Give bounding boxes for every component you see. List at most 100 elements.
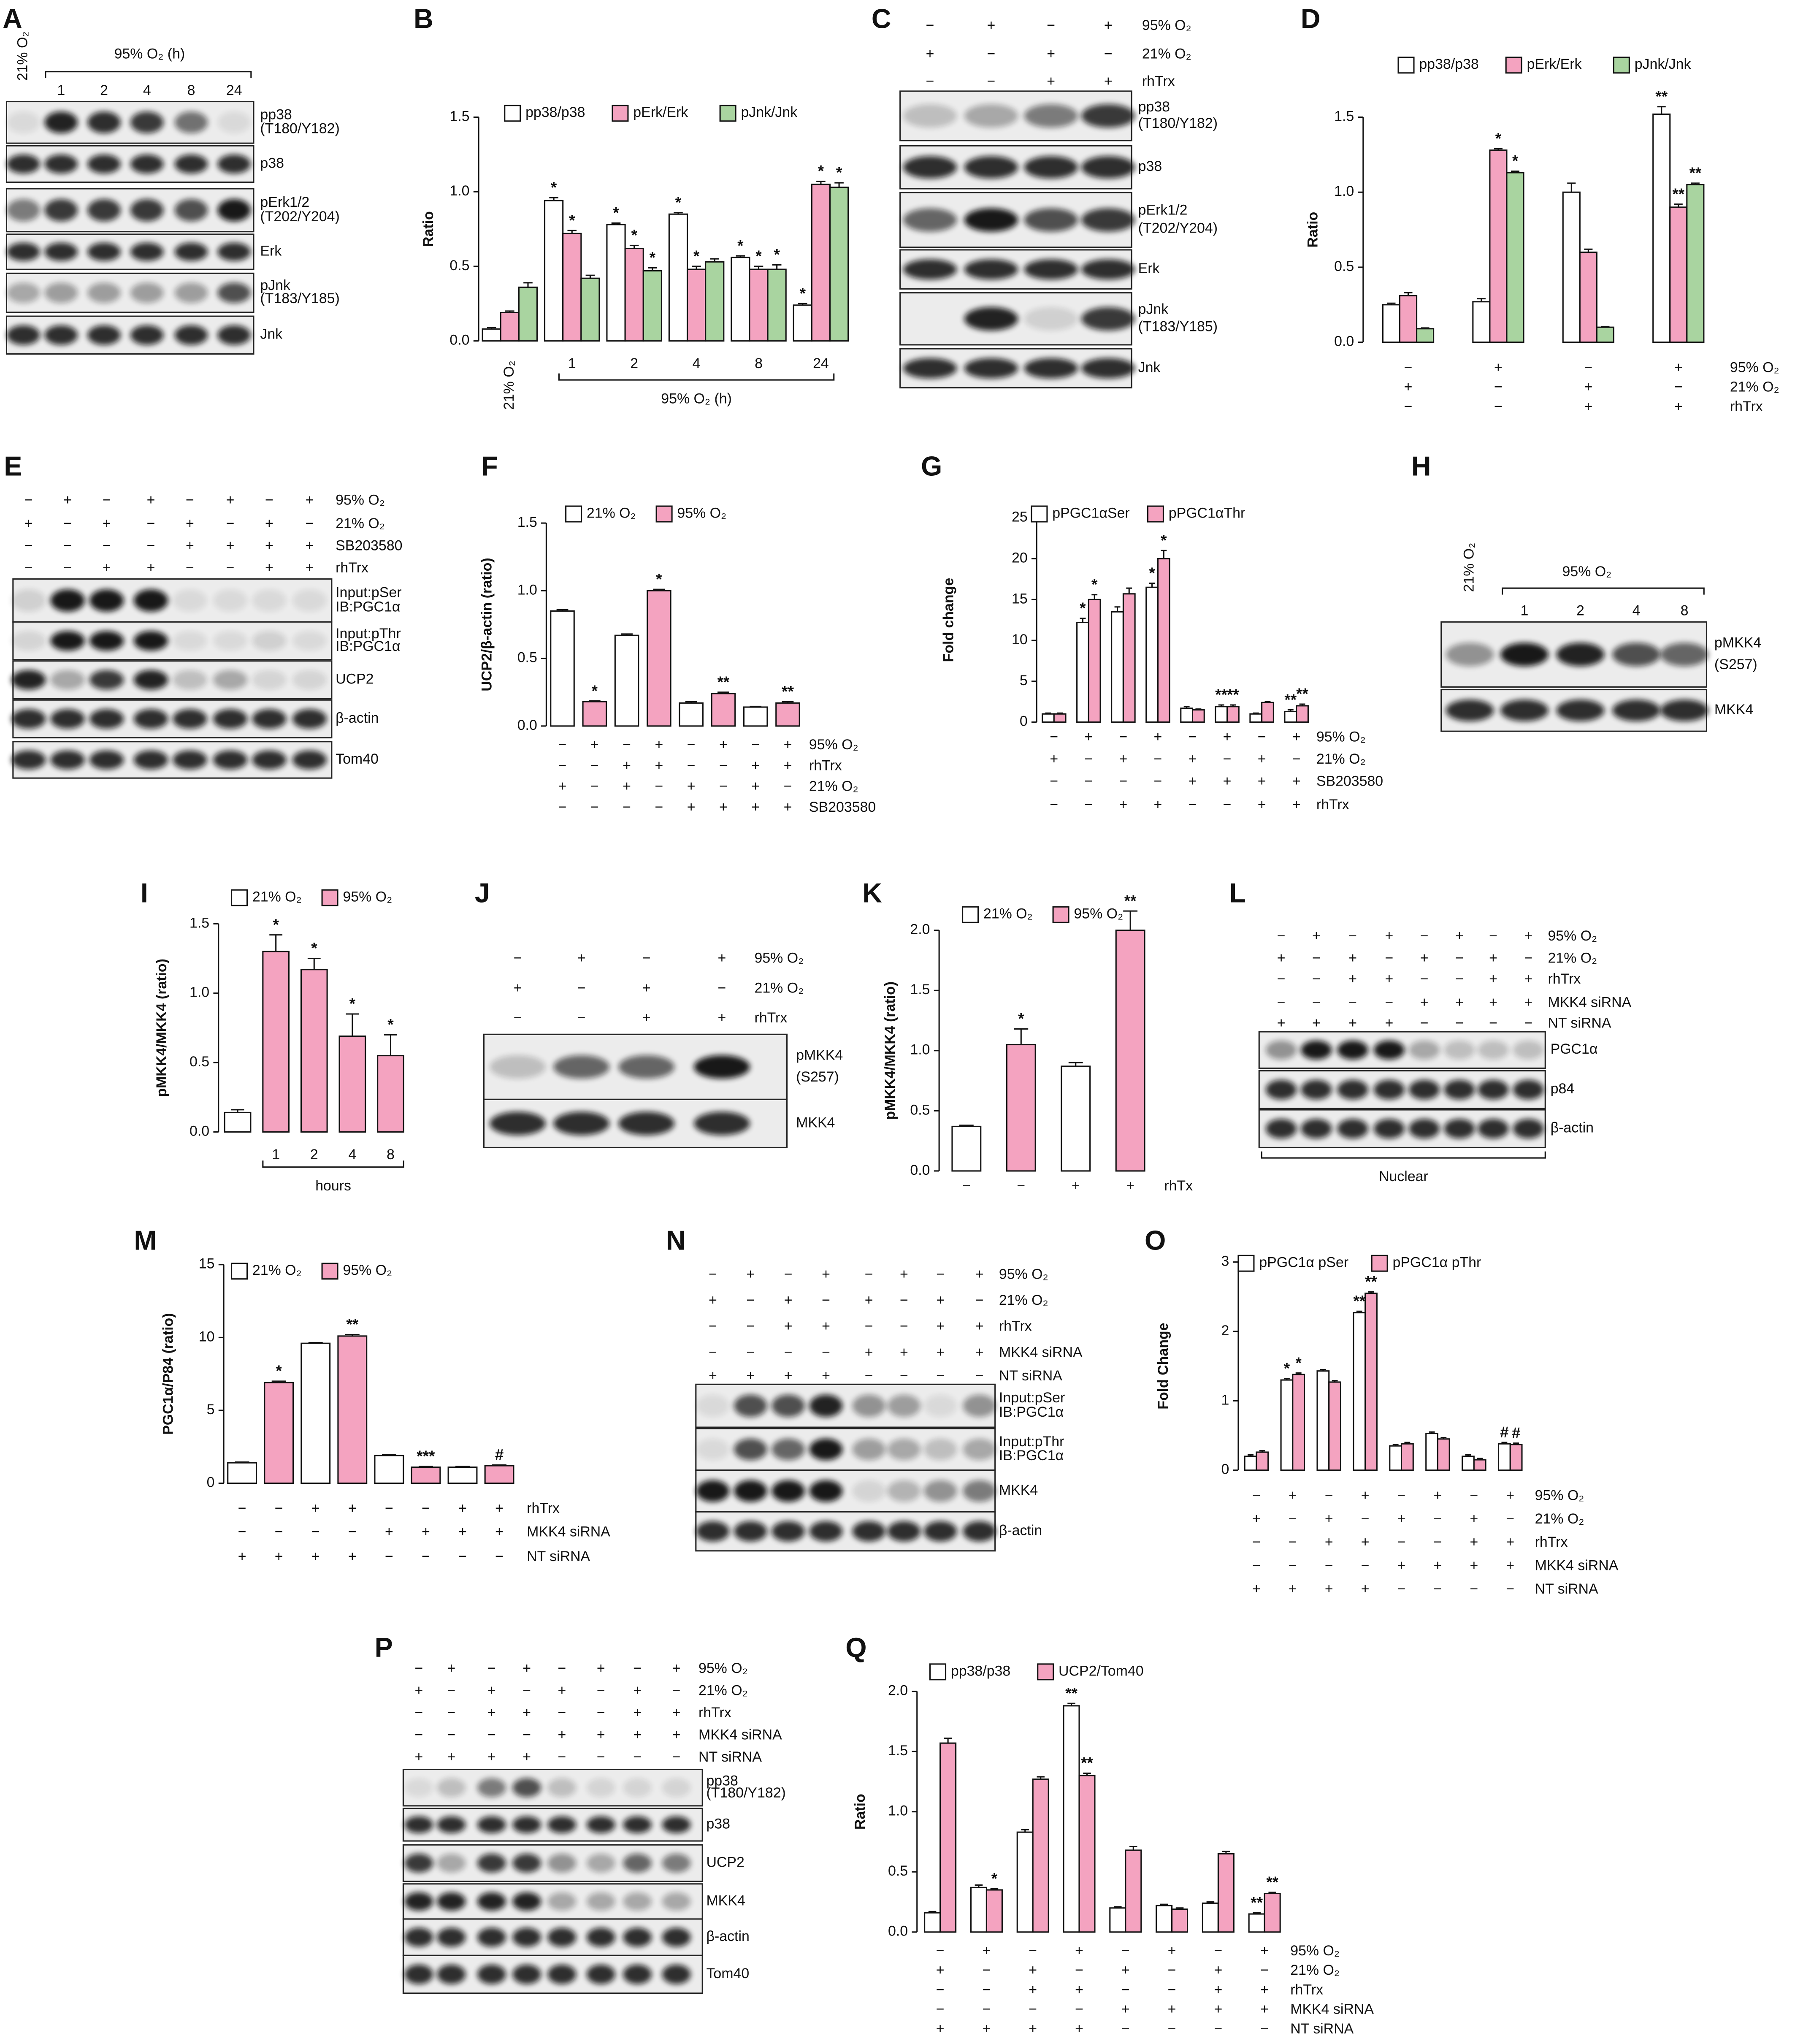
blot-band xyxy=(477,1778,506,1797)
blot-band xyxy=(7,242,40,261)
blot-band xyxy=(586,1778,615,1797)
condition-label: NT siRNA xyxy=(1548,1015,1611,1031)
condition-sign: − xyxy=(1470,1581,1478,1597)
condition-sign: − xyxy=(1119,729,1128,745)
condition-sign: − xyxy=(1434,1511,1442,1527)
y-tick-label: 0.0 xyxy=(1334,333,1354,350)
y-axis-label: Ratio xyxy=(420,211,436,247)
condition-sign: + xyxy=(1674,398,1683,415)
blot-band xyxy=(852,1521,886,1542)
error-bar xyxy=(1149,583,1155,588)
blot-band xyxy=(1556,699,1605,721)
condition-sign: − xyxy=(633,1660,642,1676)
bar xyxy=(1437,1438,1450,1471)
blot-band xyxy=(964,208,1018,232)
y-tick-label: 5 xyxy=(207,1402,215,1418)
blot-row-label: pp38 xyxy=(260,106,292,122)
condition-sign: + xyxy=(1154,797,1162,813)
condition-sign: + xyxy=(1524,994,1532,1010)
blot-band xyxy=(1301,1119,1332,1139)
significance-mark: * xyxy=(1495,130,1502,147)
blot-band xyxy=(87,282,121,303)
condition-label: 21% O₂ xyxy=(1548,950,1597,966)
condition-sign: + xyxy=(655,737,663,753)
condition-sign: + xyxy=(458,1500,467,1516)
condition-sign: − xyxy=(1121,1982,1130,1998)
condition-sign: + xyxy=(1385,928,1394,944)
condition-sign: − xyxy=(672,1683,681,1699)
blot-band xyxy=(964,259,1018,280)
condition-label: rhTrx xyxy=(1730,398,1763,415)
condition-sign: − xyxy=(1084,751,1093,767)
blot-row-label: MKK4 xyxy=(999,1482,1038,1498)
y-tick-label: 1.5 xyxy=(517,514,537,530)
y-tick-label: 0 xyxy=(1020,713,1028,729)
bar xyxy=(447,1467,478,1484)
significance-mark: * xyxy=(693,247,700,265)
legend-swatch xyxy=(1371,1255,1388,1272)
bar xyxy=(1202,1902,1219,1933)
bar xyxy=(1509,1444,1523,1471)
blot-row-label: Input:pThr xyxy=(999,1434,1064,1450)
y-tick-label: 2 xyxy=(1221,1323,1229,1339)
condition-sign: + xyxy=(1420,950,1429,966)
blot-band xyxy=(586,1927,615,1947)
blot-band xyxy=(44,282,78,303)
bar xyxy=(580,277,600,342)
condition-sign: − xyxy=(590,778,599,794)
significance-mark: ** xyxy=(1689,164,1701,182)
condition-sign: − xyxy=(1017,1178,1025,1194)
bar xyxy=(1669,206,1688,343)
condition-sign: + xyxy=(1470,1558,1478,1574)
y-tick-label: 0.5 xyxy=(888,1863,908,1879)
condition-sign: + xyxy=(1506,1558,1514,1574)
blot-band xyxy=(662,1964,691,1984)
error-bar xyxy=(1295,1372,1302,1374)
blot-band xyxy=(512,1854,541,1873)
condition-sign: − xyxy=(558,1660,566,1676)
condition-sign: + xyxy=(784,757,792,773)
condition-sign: − xyxy=(900,1292,908,1308)
category-label: 2 xyxy=(630,355,638,371)
condition-sign: − xyxy=(558,737,567,753)
blot-band xyxy=(89,670,124,690)
condition-sign: − xyxy=(1325,1487,1333,1503)
condition-label: MKK4 siRNA xyxy=(527,1524,610,1540)
blot-band xyxy=(130,282,164,303)
legend-label: pJnk/Jnk xyxy=(1635,56,1691,72)
blot-band xyxy=(963,1394,996,1417)
condition-sign: + xyxy=(926,46,934,62)
condition-label: 21% O₂ xyxy=(809,778,858,794)
condition-sign: + xyxy=(597,1660,605,1676)
condition-sign: + xyxy=(822,1318,830,1334)
error-bar xyxy=(959,1125,974,1127)
condition-label: MKK4 siRNA xyxy=(1290,2001,1374,2017)
blot-band xyxy=(623,1854,652,1873)
legend-label: 95% O₂ xyxy=(343,889,392,905)
blot-band xyxy=(696,1438,730,1461)
bar xyxy=(679,702,704,727)
condition-label: 95% O₂ xyxy=(1142,17,1191,33)
legend-label: pp38/p38 xyxy=(951,1663,1010,1679)
blot-band xyxy=(213,670,248,690)
condition-label: 21% O₂ xyxy=(1316,751,1366,767)
blot-band xyxy=(734,1438,767,1461)
legend-swatch xyxy=(231,889,248,906)
bar xyxy=(1171,1908,1189,1933)
blot-row-label: MKK4 xyxy=(796,1114,835,1130)
blot-band xyxy=(662,1816,691,1833)
significance-mark: # xyxy=(495,1446,504,1464)
error-bar xyxy=(549,197,558,201)
blot-band xyxy=(662,1892,691,1911)
condition-sign: − xyxy=(936,2001,945,2017)
blot-band xyxy=(963,1521,996,1542)
blot-band xyxy=(437,1816,466,1833)
blot-band xyxy=(44,111,78,133)
error-bar xyxy=(1161,550,1167,559)
blot-band xyxy=(477,1964,506,1984)
condition-sign: + xyxy=(936,2021,945,2037)
blot-band xyxy=(217,242,251,261)
condition-sign: − xyxy=(983,1982,991,1998)
condition-label: 95% O₂ xyxy=(336,492,385,508)
bar xyxy=(550,610,575,727)
